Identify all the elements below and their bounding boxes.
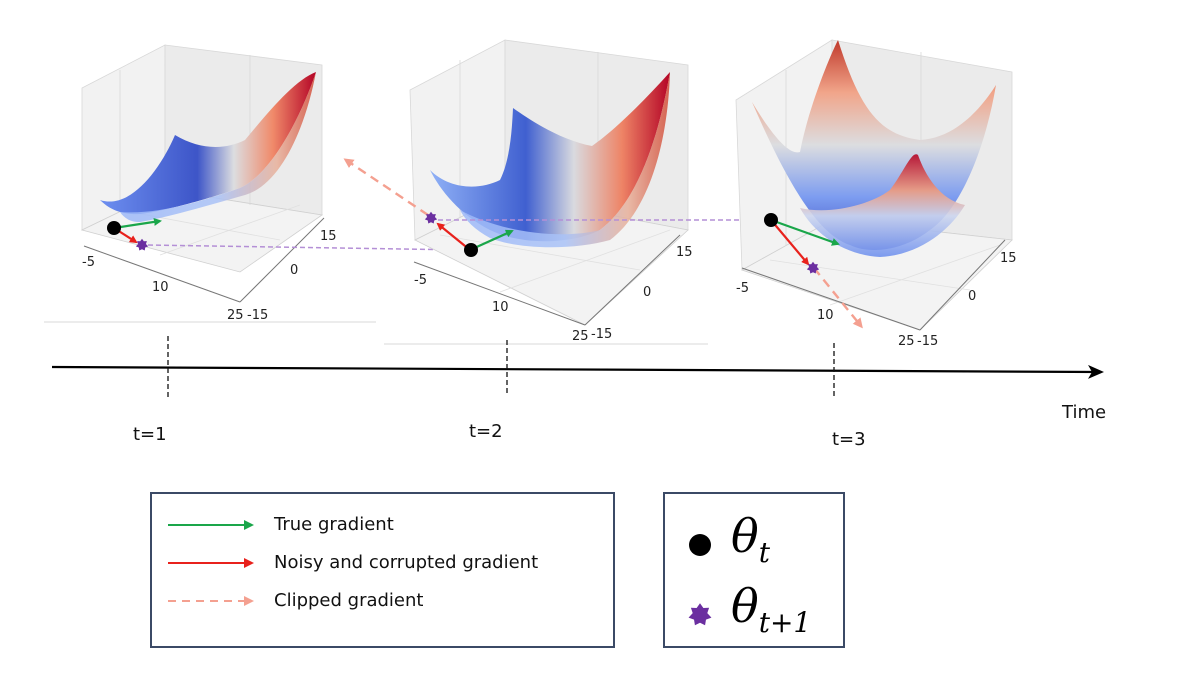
x-tick-label: 25 xyxy=(572,329,589,344)
red-arrow-icon xyxy=(168,557,254,568)
y-tick-label: 0 xyxy=(290,263,298,278)
math-symbol: θt+1 xyxy=(731,578,811,651)
theta-t-marker xyxy=(764,213,778,227)
clipped-gradient-arrow xyxy=(813,267,863,329)
subscript: t+1 xyxy=(758,606,812,640)
x-tick-label: -5 xyxy=(82,255,95,270)
y-tick-label: -15 xyxy=(591,327,612,342)
y-tick-label: -15 xyxy=(247,308,268,323)
y-tick-label: 15 xyxy=(1000,251,1017,266)
theta-symbol: θ xyxy=(731,509,759,563)
theta-symbol: θ xyxy=(731,579,759,633)
surface-plot-t3: -5 10 25 15 0 -15 xyxy=(735,39,1017,349)
time-axis-arrow xyxy=(51,364,1104,379)
legend-item-clipped-gradient: Clipped gradient xyxy=(166,590,423,611)
legend-item-theta-t: θt xyxy=(687,508,770,581)
green-arrow-icon xyxy=(168,519,254,530)
purple-star-icon xyxy=(688,602,712,625)
legend-item-noisy-gradient: Noisy and corrupted gradient xyxy=(166,552,538,573)
y-tick-label: 0 xyxy=(643,285,651,300)
surface-plot-t1: -5 10 25 15 0 -15 xyxy=(44,44,376,323)
theta-t-marker xyxy=(464,243,478,257)
y-tick-label: -15 xyxy=(917,334,938,349)
x-tick-label: 25 xyxy=(227,308,244,323)
tick-label-t2: t=2 xyxy=(469,421,503,442)
x-tick-label: 25 xyxy=(898,334,915,349)
noisy-gradient-arrow xyxy=(770,219,810,266)
true-gradient-arrow xyxy=(770,218,840,246)
noisy-gradient-arrow xyxy=(436,222,471,251)
x-tick-label: -5 xyxy=(414,273,427,288)
math-symbol: θt xyxy=(731,508,770,581)
y-tick-label: 0 xyxy=(968,289,976,304)
x-tick-label: -5 xyxy=(736,281,749,296)
subscript: t xyxy=(758,536,770,570)
marker-legend: θt θt+1 xyxy=(663,492,845,648)
y-tick-label: 15 xyxy=(320,229,337,244)
theta-t-marker xyxy=(107,221,121,235)
time-axis-label: Time xyxy=(1061,402,1106,423)
x-tick-label: 10 xyxy=(152,280,169,295)
x-tick-label: 10 xyxy=(817,308,834,323)
legend-label: Clipped gradient xyxy=(274,590,424,611)
tick-label-t1: t=1 xyxy=(133,424,167,445)
connector-line xyxy=(147,244,469,251)
legend-label: True gradient xyxy=(274,514,394,535)
surface-plot-t2: -5 10 25 15 0 -15 xyxy=(343,39,708,345)
y-tick-label: 15 xyxy=(676,245,693,260)
true-gradient-arrow xyxy=(113,217,162,230)
clipped-gradient-arrow xyxy=(343,158,429,216)
legend-label: Noisy and corrupted gradient xyxy=(274,552,539,573)
tick-label-t3: t=3 xyxy=(832,429,866,450)
x-tick-label: 10 xyxy=(492,300,509,315)
legend-item-true-gradient: True gradient xyxy=(166,514,394,535)
dashed-pink-arrow-icon xyxy=(168,595,254,606)
timeline: Time t=1 t=2 t=3 xyxy=(51,336,1106,450)
gradient-legend: True gradient Noisy and corrupted gradie… xyxy=(150,492,615,648)
black-circle-icon xyxy=(689,533,711,556)
legend-item-theta-t1: θt+1 xyxy=(687,578,811,651)
